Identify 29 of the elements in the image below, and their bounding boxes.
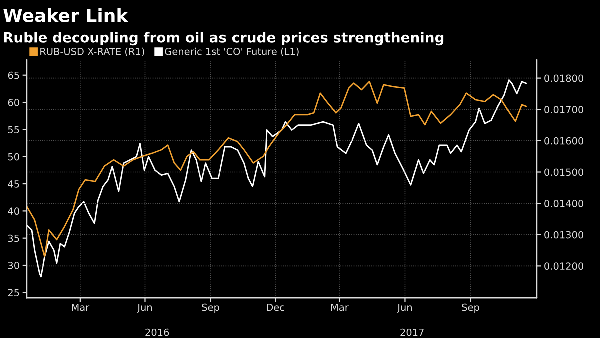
y-tick-label: 55 bbox=[8, 126, 20, 134]
y-tick-label: 45 bbox=[8, 180, 20, 188]
x-tick-label: Mar bbox=[331, 304, 349, 312]
text: 2017 bbox=[400, 328, 424, 336]
y2-tick-label: 0.01400 bbox=[544, 200, 584, 208]
x-tick-label: Mar bbox=[72, 304, 90, 312]
y-tick-label: 60 bbox=[8, 99, 20, 106]
x-tick-label: Jun bbox=[397, 304, 412, 314]
y-tick-label: 65 bbox=[8, 72, 20, 80]
y-tick-label: 40 bbox=[8, 208, 20, 216]
chart-title: Weaker Link bbox=[4, 8, 129, 22]
y-tick-label: 25 bbox=[8, 289, 20, 297]
y-tick-label: 50 bbox=[8, 153, 20, 161]
legend-label: Generic 1st 'CO' Future (L1) bbox=[165, 48, 299, 57]
x-tick-label: Jun bbox=[137, 304, 152, 314]
chart-subtitle: Ruble decoupling from oil as crude prices strengthening bbox=[4, 32, 444, 46]
y2-tick-label: 0.01300 bbox=[544, 231, 584, 239]
x-tick-label: Sep bbox=[202, 304, 220, 314]
legend-label: RUB-USD X-RATE (R1) bbox=[40, 48, 144, 57]
y2-tick-label: 0.01800 bbox=[544, 74, 584, 82]
x-tick-label: Sep bbox=[462, 304, 480, 314]
x-tick-label: Dec bbox=[267, 304, 284, 312]
y-tick-label: 30 bbox=[8, 262, 20, 270]
y2-tick-label: 0.01700 bbox=[544, 106, 584, 114]
y2-tick-label: 0.01500 bbox=[544, 168, 584, 176]
y-tick-label: 35 bbox=[8, 234, 20, 242]
text: 2016 bbox=[146, 328, 170, 336]
y2-tick-label: 0.01600 bbox=[544, 137, 584, 145]
y2-tick-label: 0.01200 bbox=[544, 262, 584, 270]
